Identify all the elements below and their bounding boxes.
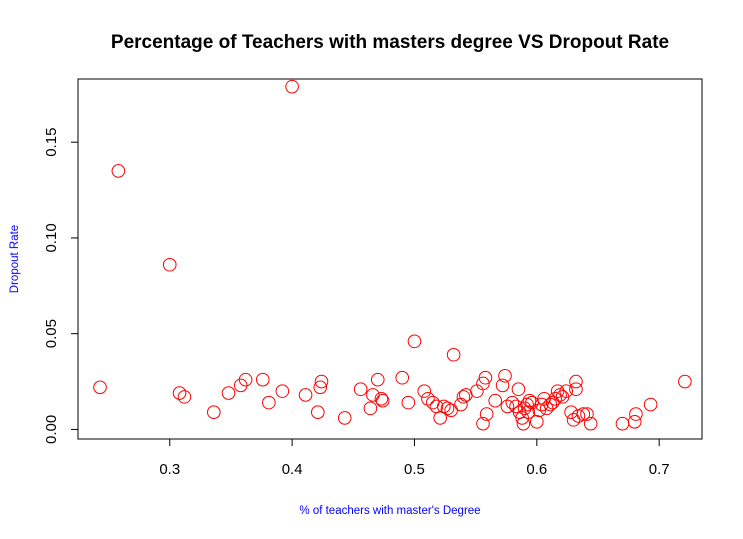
- data-point: [583, 416, 598, 431]
- data-point: [580, 407, 594, 421]
- data-point: [374, 391, 389, 406]
- data-point: [532, 403, 547, 418]
- x-tick-label: 0.3: [159, 461, 180, 478]
- data-point: [564, 405, 578, 419]
- data-point: [522, 393, 537, 408]
- x-axis: 0.3 0.4 0.5 0.6 0.7: [159, 438, 670, 478]
- data-point: [233, 378, 248, 393]
- data-point: [429, 399, 444, 414]
- data-point: [275, 384, 290, 398]
- data-point: [559, 384, 573, 398]
- data-point: [456, 390, 471, 404]
- data-point: [172, 386, 187, 400]
- data-point: [521, 405, 536, 419]
- data-point: [93, 380, 107, 395]
- data-point: [162, 257, 177, 272]
- data-point: [629, 407, 643, 421]
- y-axis-label: Dropout Rate: [9, 225, 21, 293]
- data-point: [488, 393, 503, 408]
- data-point: [495, 378, 510, 393]
- data-point: [511, 382, 526, 397]
- data-point: [505, 395, 520, 410]
- data-point: [569, 374, 583, 389]
- data-point: [363, 401, 378, 416]
- data-point: [262, 395, 276, 410]
- data-point: [615, 416, 630, 431]
- data-point: [476, 416, 490, 431]
- data-point: [207, 405, 221, 419]
- data-point: [500, 399, 515, 414]
- data-point: [314, 374, 329, 389]
- data-point: [375, 393, 390, 408]
- x-axis-label: % of teachers with master's Degree: [299, 505, 480, 517]
- y-axis: 0.00 0.05 0.10 0.15: [43, 128, 79, 444]
- x-tick-label: 0.6: [526, 461, 547, 478]
- data-point: [437, 399, 451, 414]
- data-point: [454, 397, 468, 412]
- data-point: [576, 407, 591, 421]
- chart-title: Percentage of Teachers with masters degr…: [111, 32, 669, 53]
- data-point: [479, 407, 494, 421]
- data-point: [353, 382, 368, 397]
- data-point: [530, 414, 544, 429]
- data-point: [111, 164, 126, 178]
- data-point: [627, 414, 642, 429]
- data-point: [421, 391, 435, 406]
- data-point: [440, 401, 455, 416]
- y-tick-label: 0.05: [43, 319, 60, 348]
- data-point: [285, 79, 299, 94]
- x-tick-label: 0.5: [404, 461, 425, 478]
- data-point: [498, 369, 512, 383]
- data-point: [337, 411, 352, 425]
- data-point: [478, 370, 493, 385]
- data-point: [678, 374, 692, 389]
- data-point: [407, 334, 422, 349]
- data-point: [643, 397, 658, 412]
- data-point: [395, 370, 410, 385]
- data-point: [417, 384, 432, 398]
- data-point: [238, 372, 253, 387]
- data-point: [476, 376, 490, 391]
- data-point: [311, 405, 325, 419]
- data-point: [516, 416, 531, 431]
- data-point: [366, 388, 380, 402]
- data-point: [255, 372, 270, 387]
- plot-area: [93, 79, 692, 431]
- x-tick-label: 0.4: [282, 461, 303, 478]
- x-tick-label: 0.7: [649, 461, 670, 478]
- data-point: [313, 380, 328, 395]
- y-tick-label: 0.10: [43, 223, 60, 252]
- data-point: [401, 395, 416, 410]
- data-point: [548, 391, 562, 406]
- y-tick-label: 0.00: [43, 415, 60, 444]
- data-point: [177, 390, 192, 404]
- y-tick-label: 0.15: [43, 128, 60, 157]
- data-point: [525, 395, 539, 410]
- data-point: [534, 397, 549, 412]
- data-point: [370, 372, 385, 387]
- data-point: [298, 388, 313, 402]
- data-point: [444, 403, 458, 418]
- data-point: [569, 382, 583, 397]
- data-point: [446, 347, 461, 362]
- data-point: [509, 399, 523, 414]
- data-point: [221, 386, 236, 400]
- data-point: [470, 384, 484, 398]
